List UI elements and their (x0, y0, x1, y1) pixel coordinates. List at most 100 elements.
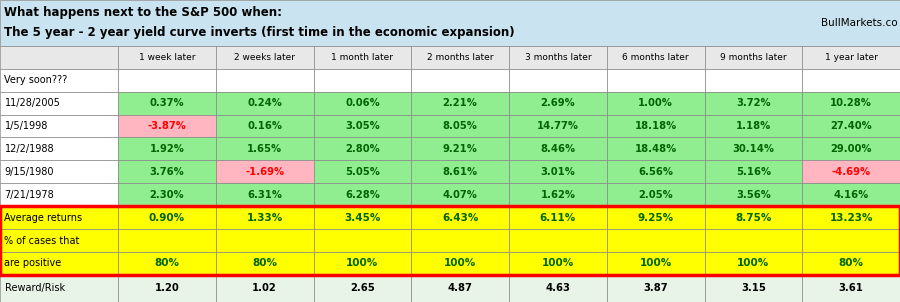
Text: 100%: 100% (346, 259, 379, 268)
Bar (216, 114, 313, 137)
Bar (802, 206, 900, 229)
Text: 9 months later: 9 months later (720, 53, 787, 62)
Text: 30.14%: 30.14% (733, 144, 774, 154)
Bar (313, 206, 411, 229)
Text: 3 months later: 3 months later (525, 53, 591, 62)
Bar (0, 206, 900, 275)
Text: 9.21%: 9.21% (443, 144, 478, 154)
Text: 6.28%: 6.28% (345, 190, 380, 200)
Text: 100%: 100% (542, 259, 574, 268)
Bar (705, 46, 802, 69)
Bar (313, 229, 411, 252)
Bar (216, 160, 313, 183)
Bar (607, 92, 705, 114)
Bar (607, 69, 705, 92)
Text: 3.01%: 3.01% (540, 167, 575, 177)
Bar (411, 46, 509, 69)
Bar (313, 92, 411, 114)
Text: 3.45%: 3.45% (344, 213, 381, 223)
Text: Reward/Risk: Reward/Risk (4, 284, 65, 294)
Bar (802, 69, 900, 92)
Text: 3.87: 3.87 (644, 284, 668, 294)
Text: 6.43%: 6.43% (442, 213, 478, 223)
Text: 2 weeks later: 2 weeks later (234, 53, 295, 62)
Bar (509, 46, 607, 69)
Bar (607, 137, 705, 160)
Text: 8.75%: 8.75% (735, 213, 771, 223)
Bar (802, 160, 900, 183)
Bar (802, 46, 900, 69)
Text: 3.76%: 3.76% (149, 167, 184, 177)
Bar (118, 275, 216, 302)
Bar (216, 275, 313, 302)
Bar (216, 69, 313, 92)
Bar (607, 183, 705, 206)
Bar (802, 275, 900, 302)
Bar (607, 206, 705, 229)
Bar (0, 0, 900, 46)
Text: 0.24%: 0.24% (248, 98, 282, 108)
Text: 7/21/1978: 7/21/1978 (4, 190, 54, 200)
Bar (313, 183, 411, 206)
Bar (705, 229, 802, 252)
Text: 3.05%: 3.05% (345, 121, 380, 131)
Text: Average returns: Average returns (4, 213, 83, 223)
Text: 6.56%: 6.56% (638, 167, 673, 177)
Text: 80%: 80% (155, 259, 179, 268)
Bar (0, 275, 118, 302)
Bar (0, 252, 118, 275)
Bar (0, 206, 118, 229)
Bar (705, 137, 802, 160)
Text: 14.77%: 14.77% (537, 121, 579, 131)
Bar (411, 229, 509, 252)
Bar (118, 69, 216, 92)
Bar (509, 275, 607, 302)
Bar (411, 92, 509, 114)
Bar (0, 46, 118, 69)
Text: 9.25%: 9.25% (637, 213, 674, 223)
Bar (802, 114, 900, 137)
Bar (313, 46, 411, 69)
Bar (118, 46, 216, 69)
Text: 11/28/2005: 11/28/2005 (4, 98, 60, 108)
Text: 6 months later: 6 months later (622, 53, 688, 62)
Bar (411, 183, 509, 206)
Text: 1.20: 1.20 (155, 284, 179, 294)
Text: 1.65%: 1.65% (248, 144, 283, 154)
Bar (509, 92, 607, 114)
Text: 2.80%: 2.80% (345, 144, 380, 154)
Bar (411, 206, 509, 229)
Bar (216, 92, 313, 114)
Bar (216, 46, 313, 69)
Bar (0, 160, 118, 183)
Text: 1 year later: 1 year later (824, 53, 877, 62)
Bar (509, 252, 607, 275)
Text: 2.21%: 2.21% (443, 98, 478, 108)
Text: The 5 year - 2 year yield curve inverts (first time in the economic expansion): The 5 year - 2 year yield curve inverts … (4, 27, 515, 40)
Text: 6.11%: 6.11% (540, 213, 576, 223)
Bar (118, 114, 216, 137)
Bar (411, 114, 509, 137)
Text: 1.92%: 1.92% (149, 144, 184, 154)
Bar (118, 183, 216, 206)
Text: 2.30%: 2.30% (149, 190, 184, 200)
Text: 1/5/1998: 1/5/1998 (4, 121, 48, 131)
Text: 4.07%: 4.07% (443, 190, 478, 200)
Bar (216, 206, 313, 229)
Text: 6.31%: 6.31% (248, 190, 282, 200)
Bar (118, 252, 216, 275)
Text: 8.05%: 8.05% (443, 121, 478, 131)
Bar (705, 160, 802, 183)
Text: 13.23%: 13.23% (830, 213, 873, 223)
Text: 27.40%: 27.40% (830, 121, 872, 131)
Text: -4.69%: -4.69% (832, 167, 870, 177)
Text: 1.18%: 1.18% (736, 121, 771, 131)
Text: 29.00%: 29.00% (831, 144, 872, 154)
Bar (313, 252, 411, 275)
Text: 8.46%: 8.46% (540, 144, 575, 154)
Text: 18.48%: 18.48% (634, 144, 677, 154)
Bar (802, 92, 900, 114)
Text: 1 week later: 1 week later (139, 53, 195, 62)
Text: 0.37%: 0.37% (149, 98, 184, 108)
Bar (411, 275, 509, 302)
